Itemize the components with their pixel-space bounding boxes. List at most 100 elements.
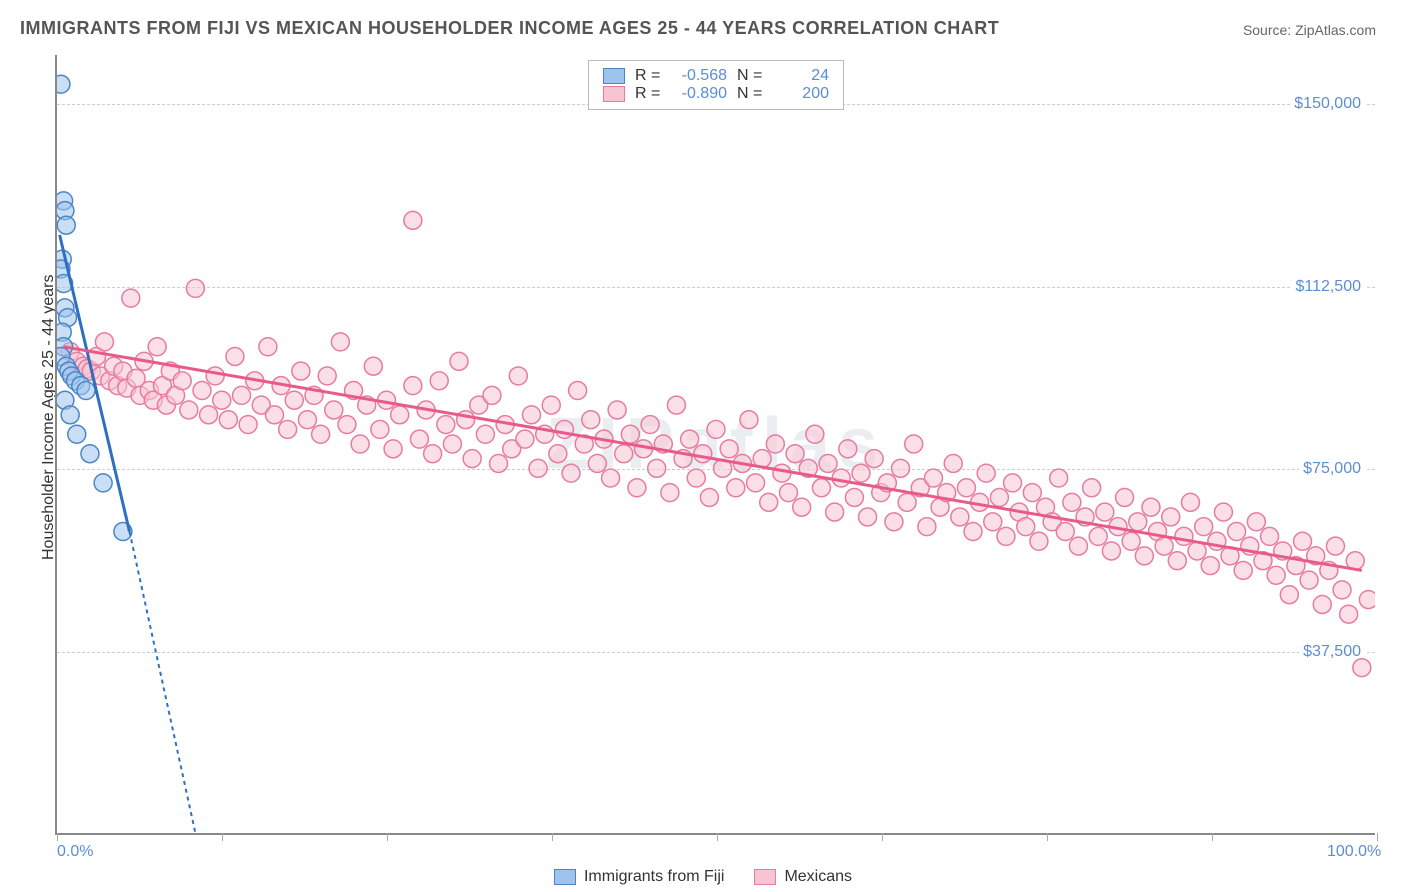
scatter-point [819,454,837,472]
series-legend: Immigrants from Fiji Mexicans [554,868,852,886]
scatter-point [1188,542,1206,560]
scatter-point [437,416,455,434]
legend-row-fiji: R = -0.568 N = 24 [603,67,829,85]
scatter-point [707,420,725,438]
scatter-point [1069,537,1087,555]
scatter-point [57,216,75,234]
scatter-point [1214,503,1232,521]
n-label: N = [737,85,765,103]
scatter-point [615,445,633,463]
scatter-point [641,416,659,434]
scatter-point [924,469,942,487]
scatter-point [233,386,251,404]
scatter-point [859,508,877,526]
scatter-point [318,367,336,385]
scatter-point [1267,566,1285,584]
scatter-point [602,469,620,487]
scatter-point [68,425,86,443]
scatter-point [944,454,962,472]
legend-item-fiji: Immigrants from Fiji [554,868,724,886]
scatter-point [845,489,863,507]
scatter-point [61,406,79,424]
source-attribution: Source: ZipAtlas.com [1243,22,1376,38]
scatter-point [265,406,283,424]
scatter-point [740,411,758,429]
scatter-point [1129,513,1147,531]
scatter-point [1333,581,1351,599]
x-tick [222,833,223,841]
scatter-point [77,382,95,400]
scatter-point [1294,532,1312,550]
scatter-point [621,425,639,443]
x-tick [717,833,718,841]
scatter-point [1050,469,1068,487]
scatter-point [364,357,382,375]
scatter-point [885,513,903,531]
scatter-point [1004,474,1022,492]
r-value-fiji: -0.568 [673,67,727,85]
scatter-point [516,430,534,448]
x-tick [1212,833,1213,841]
scatter-point [529,459,547,477]
scatter-point [94,474,112,492]
scatter-point [1228,523,1246,541]
source-value: ZipAtlas.com [1295,22,1376,38]
scatter-point [727,479,745,497]
scatter-point [213,391,231,409]
scatter-point [1340,605,1358,623]
scatter-point [694,445,712,463]
scatter-point [200,406,218,424]
scatter-point [760,493,778,511]
scatter-point [1056,523,1074,541]
scatter-point [1280,586,1298,604]
scatter-point [384,440,402,458]
scatter-point [1195,518,1213,536]
scatter-point [667,396,685,414]
scatter-point [569,382,587,400]
scatter-point [206,367,224,385]
scatter-point [298,411,316,429]
chart-title: IMMIGRANTS FROM FIJI VS MEXICAN HOUSEHOL… [20,18,999,39]
regression-line [64,347,1362,571]
scatter-point [509,367,527,385]
scatter-point [1359,591,1375,609]
scatter-point [1155,537,1173,555]
x-tick [882,833,883,841]
scatter-point [325,401,343,419]
scatter-point [1122,532,1140,550]
scatter-point [549,445,567,463]
scatter-point [457,411,475,429]
legend-swatch-mexicans [754,869,776,885]
scatter-point [1181,493,1199,511]
scatter-point [1300,571,1318,589]
x-tick [1377,833,1378,841]
chart-container: IMMIGRANTS FROM FIJI VS MEXICAN HOUSEHOL… [0,0,1406,892]
x-tick-label: 0.0% [57,843,93,861]
scatter-point [1102,542,1120,560]
scatter-point [351,435,369,453]
scatter-point [463,450,481,468]
scatter-point [173,372,191,390]
scatter-point [193,382,211,400]
scatter-point [766,435,784,453]
scatter-point [1162,508,1180,526]
scatter-svg-layer [57,55,1375,833]
scatter-point [404,377,422,395]
scatter-point [1353,659,1371,677]
scatter-point [826,503,844,521]
scatter-point [832,469,850,487]
scatter-point [1089,527,1107,545]
scatter-point [562,464,580,482]
scatter-point [839,440,857,458]
scatter-point [608,401,626,419]
legend-swatch-fiji [554,869,576,885]
scatter-point [1096,503,1114,521]
scatter-point [582,411,600,429]
x-tick [552,833,553,841]
scatter-point [905,435,923,453]
scatter-point [1135,547,1153,565]
scatter-point [450,352,468,370]
scatter-point [1116,489,1134,507]
scatter-point [997,527,1015,545]
scatter-point [990,489,1008,507]
